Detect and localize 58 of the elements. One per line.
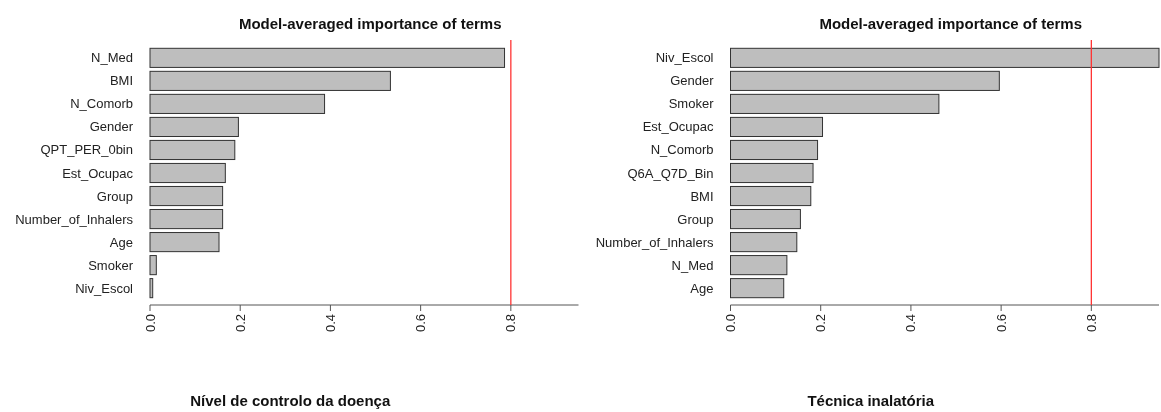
- x-tick-label: 0.6: [413, 314, 429, 333]
- bar: [730, 93, 940, 114]
- text: Técnica inalatória: [807, 391, 935, 409]
- chart-title: Model-averaged importance of terms: [238, 14, 502, 32]
- bar: [730, 116, 824, 137]
- bar: [730, 70, 1000, 91]
- y-tick-label: QPT_PER_0bin: [40, 142, 133, 158]
- x-tick-label: 0.2: [232, 314, 248, 333]
- y-tick-label: Q6A_Q7D_Bin: [627, 165, 714, 181]
- bar: [149, 185, 224, 207]
- bar: [149, 93, 326, 114]
- bar: [730, 185, 812, 207]
- y-tick-label: Gender: [89, 119, 134, 135]
- y-tick-label: N_Med: [671, 257, 714, 273]
- x-tick-label: 0.0: [723, 314, 738, 333]
- bar: [149, 278, 154, 299]
- bar: [730, 232, 798, 253]
- bar: [149, 139, 236, 161]
- bar: [730, 162, 814, 184]
- y-tick-label: Age: [109, 234, 133, 250]
- bar: [149, 232, 220, 253]
- x-tick-label: 0.4: [903, 314, 919, 333]
- y-tick-label: Niv_Escol: [75, 280, 134, 296]
- y-tick-label: Gender: [670, 73, 715, 89]
- bar: [730, 255, 788, 276]
- x-tick-label: 0.8: [503, 314, 519, 333]
- bar: [149, 209, 224, 230]
- chart-title: Model-averaged importance of terms: [819, 14, 1083, 32]
- y-tick-label: Number_of_Inhalers: [15, 211, 134, 227]
- bar: [149, 47, 506, 68]
- y-tick-label: Group: [96, 188, 133, 204]
- y-tick-label: Smoker: [668, 96, 715, 112]
- y-tick-label: Smoker: [88, 257, 134, 273]
- x-tick-label: 0.4: [322, 314, 338, 333]
- bar: [730, 209, 801, 230]
- y-tick-label: N_Comorb: [650, 142, 714, 158]
- y-tick-label: Age: [690, 280, 714, 296]
- bar: [149, 255, 157, 276]
- y-tick-label: Niv_Escol: [655, 50, 714, 66]
- bar: [730, 278, 785, 299]
- bar: [149, 116, 239, 137]
- bar: [149, 70, 391, 91]
- bar: [730, 139, 819, 161]
- bar: [149, 162, 226, 184]
- y-tick-label: Est_Ocupac: [62, 165, 134, 181]
- x-tick-label: 0.0: [142, 314, 158, 333]
- bar: [730, 47, 1160, 68]
- y-tick-label: Number_of_Inhalers: [595, 234, 714, 250]
- x-tick-label: 0.2: [813, 314, 829, 333]
- x-tick-label: 0.8: [1083, 314, 1099, 333]
- y-tick-label: BMI: [690, 188, 714, 204]
- y-tick-label: Group: [677, 211, 714, 227]
- x-tick-label: 0.6: [993, 314, 1009, 333]
- y-tick-label: N_Comorb: [70, 96, 133, 112]
- y-tick-label: Est_Ocupac: [642, 119, 714, 135]
- y-tick-label: BMI: [109, 73, 133, 89]
- text: Nível de controlo da doença: [190, 391, 391, 409]
- y-tick-label: N_Med: [91, 50, 133, 66]
